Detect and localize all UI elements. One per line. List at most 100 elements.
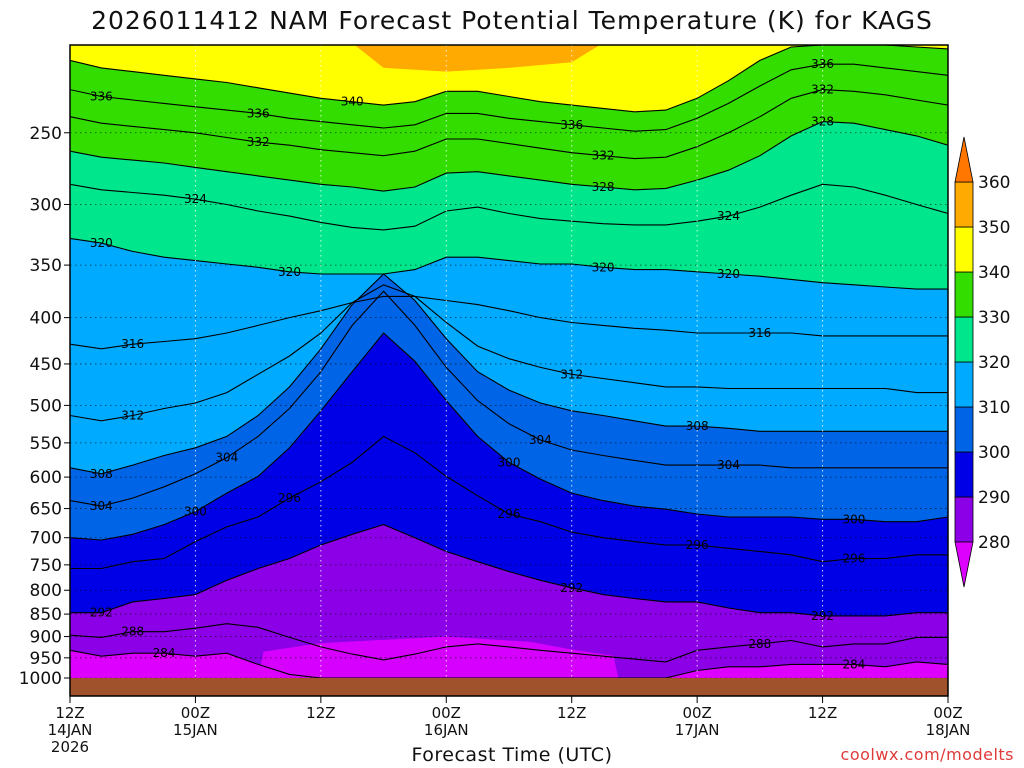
x-tick-label-3-1: 16JAN [424,721,469,739]
y-tick-label-350: 350 [30,256,62,276]
isentrope-304 [70,290,948,507]
x-tick-label-3-0: 00Z [432,704,461,722]
y-tick-label-850: 850 [30,605,62,625]
contour-label-320: 320 [278,265,301,279]
y-tick-label-300: 300 [30,195,62,215]
theta-band-3 [70,274,948,540]
grid-lines [69,45,949,679]
colorbar-label-290: 290 [978,488,1010,508]
theta-band-4 [70,238,948,474]
y-tick-label-450: 450 [30,355,62,375]
isentrope-320 [70,237,948,290]
x-tick-label-2-0: 12Z [306,704,335,722]
colorbar-high-arrow [954,136,974,183]
contour-label-296: 296 [498,507,521,521]
y-axis: 250 300 350 400 450 500 550 600 650 700 750 800 850 9… [19,124,70,689]
isentrope-332 [70,89,948,160]
contour-label-284: 284 [842,657,865,671]
colorbar-segment-0 [954,496,974,543]
x-tick-label-5-1: 17JAN [675,721,720,739]
colorbar-label-330: 330 [978,308,1010,328]
contour-label-312: 312 [560,367,583,381]
isentrope-312 [70,284,948,422]
colorbar-label-360: 360 [978,173,1010,193]
contour-label-292: 292 [811,609,834,623]
contour-label-300: 300 [842,512,865,526]
theta-band-1 [70,524,948,678]
x-tick-label-7-0: 00Z [933,704,962,722]
contour-label-332: 332 [247,135,270,149]
isentrope-300 [70,332,948,541]
contour-label-336: 336 [90,90,113,104]
contour-label-320: 320 [90,236,113,250]
isentrope-292 [70,524,948,617]
colorbar: 280 290 300 310 320 330 340 350 360 [954,136,1010,588]
contour-label-336: 336 [560,118,583,132]
contour-label-292: 292 [560,581,583,595]
colorbar-segment-4 [954,316,974,363]
colorbar-segment-3 [954,361,974,408]
contour-label-288: 288 [748,637,771,651]
contour-label-296: 296 [842,552,865,566]
isentrope-296 [70,435,948,570]
isentrope-lines [70,45,948,678]
x-tick-label-7-1: 18JAN [926,721,971,739]
colorbar-label-320: 320 [978,353,1010,373]
y-tick-label-800: 800 [30,581,62,601]
colorbar-segment-1 [954,451,974,498]
y-tick-label-400: 400 [30,309,62,329]
source-credit: coolwx.com/modelts [840,745,1014,764]
y-tick-label-950: 950 [30,649,62,669]
contour-label-304: 304 [215,451,238,465]
x-tick-label-0-0: 12Z [55,704,84,722]
y-tick-label-550: 550 [30,434,62,454]
contour-label-304: 304 [90,499,113,513]
isentrope-288 [70,623,948,663]
colorbar-label-350: 350 [978,218,1010,238]
x-axis-title: Forecast Time (UTC) [411,744,613,766]
colorbar-label-300: 300 [978,443,1010,463]
ground-surface [70,678,948,696]
y-tick-label-750: 750 [30,556,62,576]
contour-label-296: 296 [278,491,301,505]
x-tick-label-0-2: 2026 [51,738,89,756]
contour-label-320: 320 [592,260,615,274]
contour-label-304: 304 [529,433,552,447]
isentrope-340 [70,45,948,113]
contour-label-308: 308 [90,467,113,481]
contour-label-288: 288 [121,625,144,639]
theta-band-cold [258,636,619,678]
colorbar-segment-5 [954,271,974,318]
contour-label-292: 292 [90,606,113,620]
y-tick-label-1000: 1000 [19,669,62,689]
contour-label-328: 328 [592,180,615,194]
contour-label-332: 332 [811,83,834,97]
contour-label-340: 340 [341,95,364,109]
x-tick-label-6-0: 12Z [808,704,837,722]
contour-label-324: 324 [184,192,207,206]
y-tick-label-600: 600 [30,468,62,488]
contour-label-320: 320 [717,267,740,281]
colorbar-segment-6 [954,226,974,273]
contour-label-316: 316 [748,326,771,340]
contour-label-296: 296 [686,538,709,552]
color-bands [70,45,948,678]
y-tick-label-500: 500 [30,396,62,416]
contour-labels: 284 284 288 288 292 292 292 296 296 296 296 300 300 3… [90,57,865,671]
x-tick-label-1-0: 00Z [181,704,210,722]
chart-title: 2026011412 NAM Forecast Potential Temper… [91,6,933,35]
x-tick-label-5-0: 00Z [682,704,711,722]
colorbar-label-280: 280 [978,533,1010,553]
isentrope-284 [70,649,948,678]
contour-label-300: 300 [184,505,207,519]
y-tick-label-700: 700 [30,529,62,549]
x-tick-label-0-1: 14JAN [48,721,93,739]
contour-label-332: 332 [592,149,615,163]
contour-label-336: 336 [247,106,270,120]
colorbar-label-310: 310 [978,398,1010,418]
y-tick-label-650: 650 [30,500,62,520]
theta-band-2 [70,333,948,616]
isentrope-324 [70,183,948,231]
